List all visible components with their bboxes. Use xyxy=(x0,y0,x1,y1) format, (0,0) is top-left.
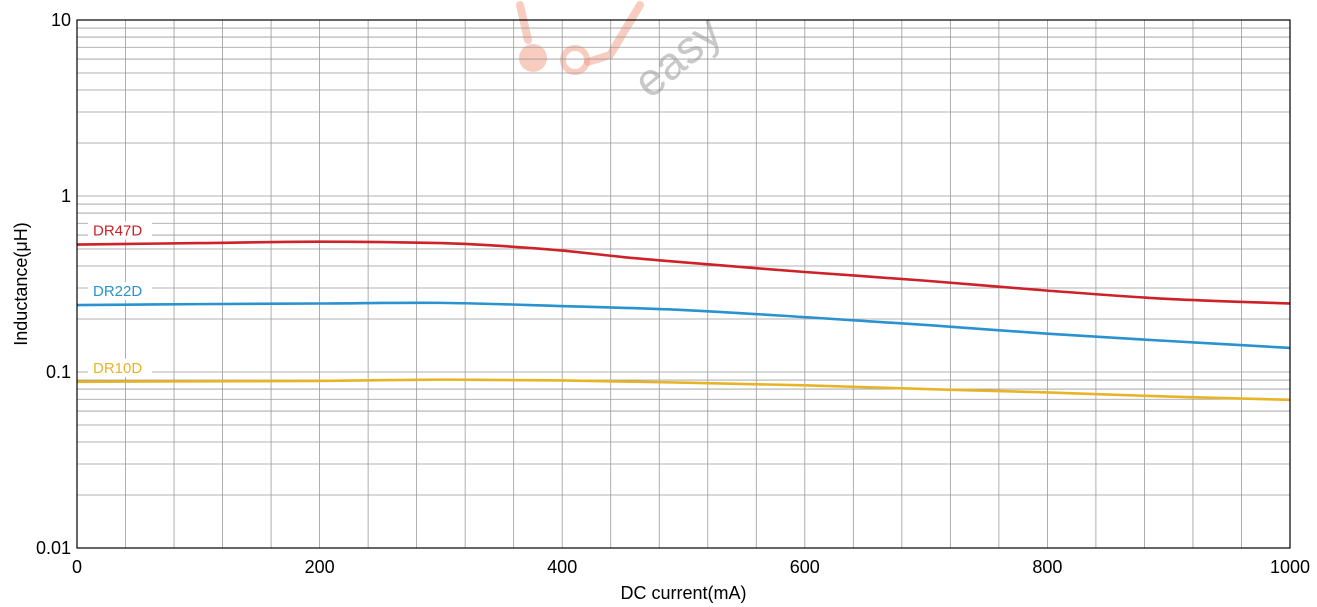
series-label-bg xyxy=(88,282,152,301)
series-layer xyxy=(76,240,1291,402)
watermark-trace xyxy=(516,1,644,66)
x-axis-title: DC current(mA) xyxy=(620,583,746,603)
x-tick-label: 200 xyxy=(305,557,335,577)
series-line-dr10d xyxy=(76,378,1291,402)
y-tick-labels: 0.01 0.1 1 10 xyxy=(36,10,71,558)
watermark-ring xyxy=(560,45,590,75)
series-label-bg xyxy=(88,358,152,377)
x-tick-label: 800 xyxy=(1032,557,1062,577)
x-tick-label: 600 xyxy=(790,557,820,577)
series-line-dr47d xyxy=(76,240,1291,305)
series-label-dr22d: DR22D xyxy=(93,283,142,300)
series-label-dr10d: DR10D xyxy=(93,360,142,377)
series-labels: DR47D DR22D DR10D xyxy=(88,221,152,377)
x-tick-labels: 0 200 400 600 800 1000 xyxy=(72,557,1310,577)
y-tick-label: 1 xyxy=(61,186,71,206)
x-tick-label: 1000 xyxy=(1270,557,1310,577)
y-tick-label: 10 xyxy=(51,10,71,30)
watermark-dot xyxy=(519,44,547,72)
grid xyxy=(77,20,1290,548)
series-line-dr22d xyxy=(76,301,1291,350)
watermark-text: easy xyxy=(623,5,731,107)
x-tick-label: 0 xyxy=(72,557,82,577)
y-tick-label: 0.01 xyxy=(36,538,71,558)
plot-frame xyxy=(76,19,1291,549)
series-label-dr47d: DR47D xyxy=(93,223,142,240)
x-tick-label: 400 xyxy=(547,557,577,577)
y-axis-title: Inductance(μH) xyxy=(11,222,31,345)
y-tick-label: 0.1 xyxy=(46,362,71,382)
series-label-bg xyxy=(88,221,152,240)
